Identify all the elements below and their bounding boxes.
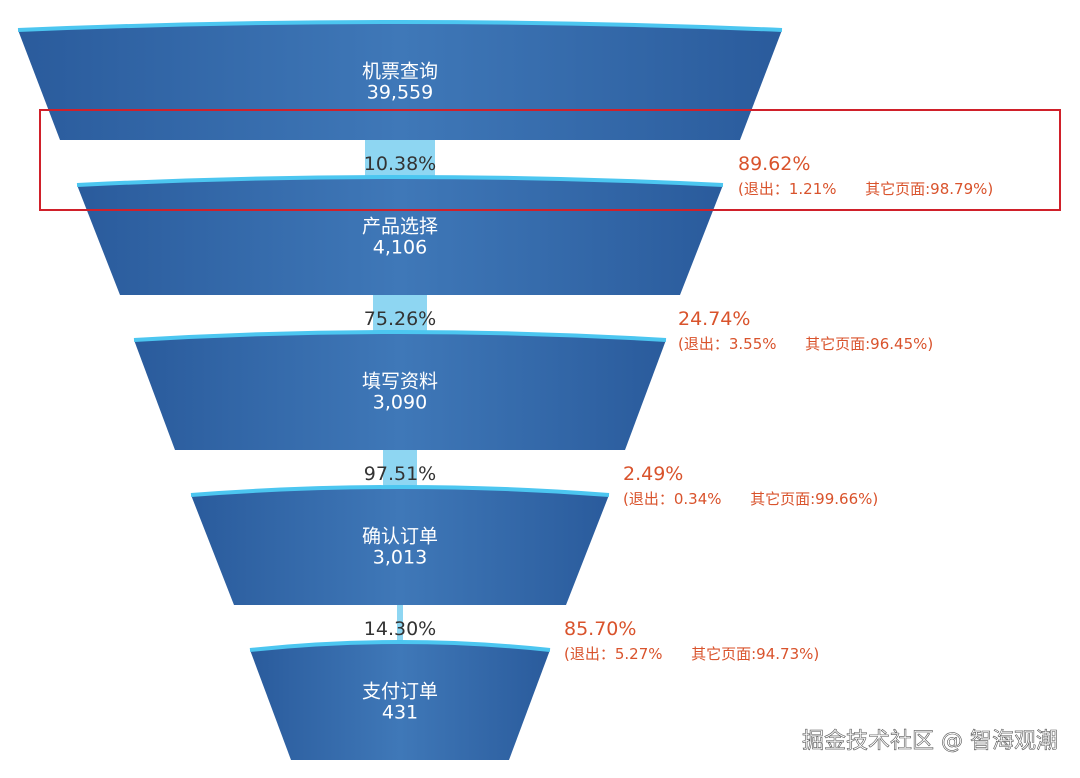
drop-label: 2.49% (623, 463, 683, 485)
stage-label: 确认订单 (362, 526, 438, 548)
value-label: 4,106 (373, 237, 427, 259)
connector (397, 603, 403, 654)
segment-rim (17, 20, 783, 32)
drop-detail: (退出：3.55% 其它页面:96.45%) (678, 335, 933, 353)
segment-rim (76, 175, 724, 187)
stage-label: 填写资料 (362, 371, 438, 393)
drop-detail: (退出：1.21% 其它页面:98.79%) (738, 180, 993, 198)
watermark: 掘金技术社区 @ 智海观潮 (802, 729, 1058, 754)
drop-label: 89.62% (738, 153, 810, 175)
drop-label: 85.70% (564, 618, 636, 640)
conversion-label: 75.26% (364, 308, 436, 330)
stage-label: 产品选择 (362, 216, 438, 238)
funnel-segment (191, 487, 609, 605)
drop-detail: (退出：5.27% 其它页面:94.73%) (564, 645, 819, 663)
funnel-segment (77, 177, 723, 295)
conversion-label: 10.38% (364, 153, 436, 175)
value-label: 3,090 (373, 392, 427, 414)
funnel-segment (250, 642, 550, 760)
value-label: 431 (382, 702, 418, 724)
segment-rim (133, 330, 667, 342)
drop-label: 24.74% (678, 308, 750, 330)
value-label: 39,559 (367, 82, 433, 104)
segment-rim (190, 485, 610, 497)
value-label: 3,013 (373, 547, 427, 569)
highlight-box (39, 109, 1061, 211)
conversion-label: 97.51% (364, 463, 436, 485)
stage-label: 支付订单 (362, 681, 438, 703)
segment-rim (249, 640, 551, 652)
stage-label: 机票查询 (362, 61, 438, 83)
conversion-label: 14.30% (364, 618, 436, 640)
drop-detail: (退出：0.34% 其它页面:99.66%) (623, 490, 878, 508)
funnel-segment (134, 332, 666, 450)
